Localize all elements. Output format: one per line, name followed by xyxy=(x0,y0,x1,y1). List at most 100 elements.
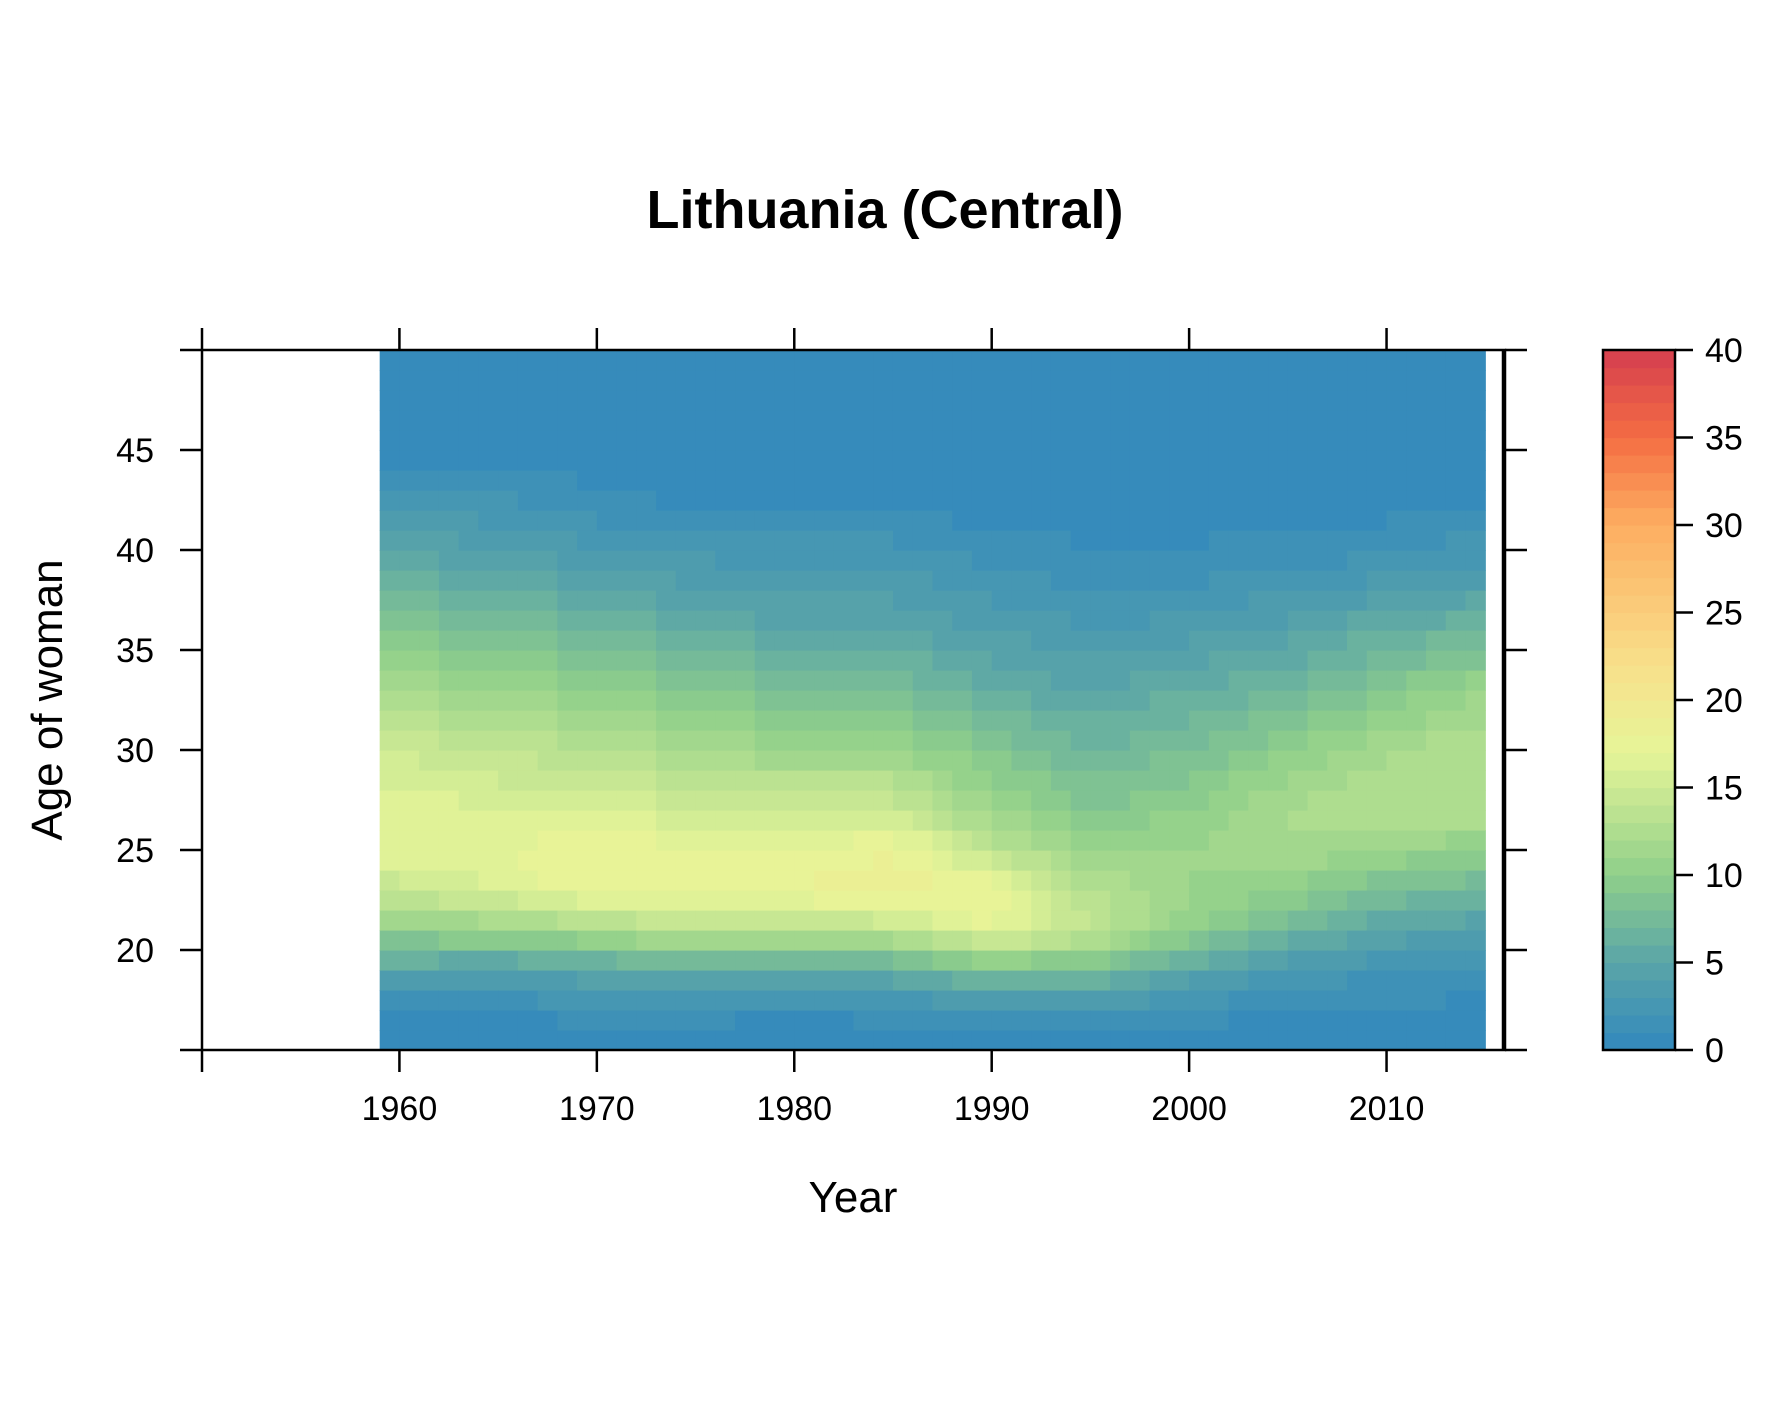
heat-cell xyxy=(1327,830,1348,851)
heat-cell xyxy=(379,870,401,891)
colorbar-swatch xyxy=(1603,980,1675,999)
heat-cell xyxy=(1050,630,1072,651)
heat-cell xyxy=(1386,870,1407,891)
heat-cell xyxy=(379,470,401,491)
heat-cell xyxy=(1307,1010,1328,1031)
heat-cell xyxy=(1426,890,1447,911)
heat-cell xyxy=(1228,1010,1249,1031)
colorbar-swatch xyxy=(1603,490,1675,509)
heat-cell xyxy=(1445,810,1467,831)
heat-cell xyxy=(971,750,993,771)
heat-cell xyxy=(419,350,440,371)
heat-cell xyxy=(971,470,993,491)
heat-cell xyxy=(892,930,914,951)
heat-cell xyxy=(1031,1030,1052,1050)
heat-cell xyxy=(774,570,795,591)
heat-cell xyxy=(952,1030,973,1050)
heat-cell xyxy=(794,590,815,611)
heat-cell xyxy=(1149,690,1170,711)
heat-cell xyxy=(379,570,401,591)
heat-cell xyxy=(379,950,401,971)
heat-cell xyxy=(537,730,558,751)
heat-cell xyxy=(1208,370,1230,391)
heat-cell xyxy=(1031,670,1052,691)
heat-cell xyxy=(1445,990,1467,1011)
heat-cell xyxy=(379,810,401,831)
heat-cell xyxy=(1090,910,1111,931)
heat-cell xyxy=(833,610,855,631)
heat-cell xyxy=(399,690,420,711)
heat-cell xyxy=(636,890,657,911)
heat-cell xyxy=(873,570,894,591)
heat-cell xyxy=(1070,770,1092,791)
heat-cell xyxy=(1169,990,1190,1011)
heat-cell xyxy=(814,710,835,731)
heat-cell xyxy=(656,410,677,431)
heat-cell xyxy=(399,790,420,811)
heat-cell xyxy=(1011,710,1032,731)
colorbar-swatch xyxy=(1603,595,1675,614)
heat-cell xyxy=(675,670,697,691)
heat-cell xyxy=(1386,430,1407,451)
heat-cell xyxy=(478,830,499,851)
heat-cell xyxy=(1110,590,1131,611)
heat-cell xyxy=(1228,630,1249,651)
heat-cell xyxy=(399,910,420,931)
heat-cell xyxy=(1169,890,1190,911)
heat-cell xyxy=(656,590,677,611)
heat-cell xyxy=(971,890,993,911)
heat-cell xyxy=(656,670,677,691)
heat-cell xyxy=(616,970,637,991)
heat-cell xyxy=(636,710,657,731)
heat-cell xyxy=(557,370,578,391)
heat-cell xyxy=(1031,810,1052,831)
heat-cell xyxy=(1366,670,1388,691)
heat-cell xyxy=(577,670,598,691)
heat-cell xyxy=(537,650,558,671)
heat-cell xyxy=(517,830,539,851)
heat-cell xyxy=(498,910,519,931)
heat-cell xyxy=(1268,770,1289,791)
heat-cell xyxy=(1465,910,1486,931)
heat-cell xyxy=(971,570,993,591)
heat-cell xyxy=(1268,750,1289,771)
heat-cell xyxy=(557,670,578,691)
heat-cell xyxy=(498,370,519,391)
heat-cell xyxy=(577,550,598,571)
heat-cell xyxy=(971,690,993,711)
heat-cell xyxy=(1248,910,1269,931)
heat-cell xyxy=(1386,350,1407,371)
heat-cell xyxy=(754,390,776,411)
heat-cell xyxy=(1307,550,1328,571)
y-tick-label: 25 xyxy=(116,832,154,870)
plot-frame xyxy=(200,348,1507,1052)
heat-cell xyxy=(1307,370,1328,391)
heat-cell xyxy=(498,1030,519,1050)
heat-cell xyxy=(1129,630,1151,651)
heat-cell xyxy=(458,710,479,731)
heat-cell xyxy=(892,510,914,531)
heat-cell xyxy=(774,530,795,551)
heat-cell xyxy=(735,350,756,371)
heat-cell xyxy=(1110,1030,1131,1050)
heat-cell xyxy=(1287,670,1309,691)
heat-cell xyxy=(735,870,756,891)
heat-cell xyxy=(458,870,479,891)
heat-cell xyxy=(1011,1010,1032,1031)
heat-cell xyxy=(991,910,1013,931)
heat-cell xyxy=(1445,890,1467,911)
heat-cell xyxy=(1386,650,1407,671)
heat-cell xyxy=(991,350,1013,371)
heat-cell xyxy=(1169,650,1190,671)
heat-cell xyxy=(912,630,934,651)
heat-cell xyxy=(1347,1030,1368,1050)
heat-cell xyxy=(616,390,637,411)
heat-cell xyxy=(971,1030,993,1050)
heat-cell xyxy=(596,390,618,411)
heat-cell xyxy=(932,630,953,651)
heat-cell xyxy=(1110,410,1131,431)
heat-cell xyxy=(577,730,598,751)
heat-cell xyxy=(1465,530,1486,551)
heat-cell xyxy=(1208,790,1230,811)
